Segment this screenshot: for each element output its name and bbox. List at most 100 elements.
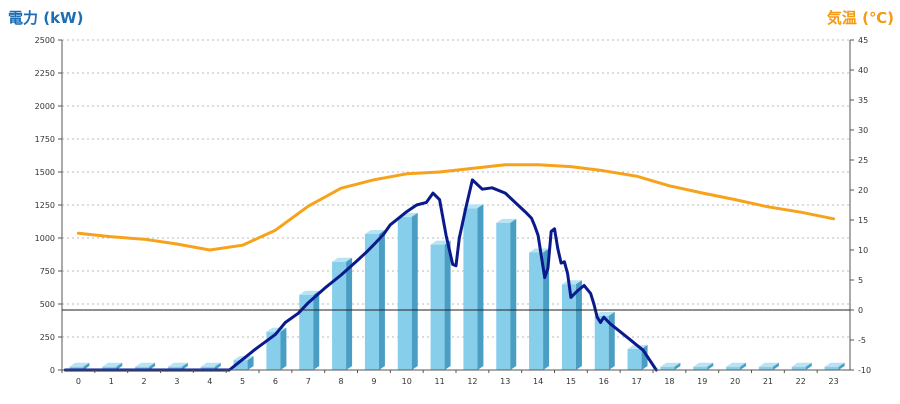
- bar-side: [411, 212, 418, 370]
- bar-top: [69, 362, 90, 367]
- bar-side: [510, 218, 517, 370]
- grid-layer: [62, 39, 850, 338]
- power-bar: [233, 356, 254, 370]
- bar-top: [135, 362, 156, 367]
- bar-top: [824, 362, 845, 367]
- power-bar: [726, 362, 747, 370]
- power-bar: [463, 204, 484, 370]
- power-bar: [299, 290, 320, 370]
- y-right-tick-label: 10: [858, 246, 868, 255]
- x-tick-label: 20: [730, 377, 740, 386]
- y-right-tick-label: -5: [858, 336, 866, 345]
- x-tick-label: 19: [697, 377, 707, 386]
- x-tick-label: 22: [796, 377, 806, 386]
- y-left-tick-label: 2250: [35, 69, 55, 78]
- power-bars: [69, 204, 845, 370]
- bar-top: [299, 290, 320, 295]
- y-right-tick-label: 45: [858, 36, 868, 45]
- bar-side: [772, 362, 779, 370]
- x-tick-label: 11: [434, 377, 444, 386]
- x-tick-label: 9: [371, 377, 376, 386]
- bar-side: [674, 362, 681, 370]
- y-right-tick-label: 30: [858, 126, 868, 135]
- bar-top: [167, 362, 188, 367]
- bar-top: [102, 362, 123, 367]
- power-bar: [69, 362, 90, 370]
- power-bar: [693, 362, 714, 370]
- y-left-tick-label: 1750: [35, 135, 55, 144]
- bar-front: [299, 294, 314, 370]
- y-right-tick-label: 15: [858, 216, 868, 225]
- bar-side: [214, 362, 221, 370]
- x-tick-label: 3: [174, 377, 179, 386]
- x-tick-label: 5: [240, 377, 245, 386]
- power-bar: [496, 218, 517, 370]
- bar-front: [430, 244, 445, 370]
- power-bar: [397, 212, 418, 370]
- y-right-tick-label: 20: [858, 186, 868, 195]
- x-tick-label: 8: [339, 377, 344, 386]
- bar-front: [200, 366, 215, 370]
- y-left-tick-label: 1250: [35, 201, 55, 210]
- bar-front: [660, 366, 675, 370]
- x-tick-label: 14: [533, 377, 543, 386]
- power-bar: [627, 344, 648, 370]
- y-left-tick-label: 750: [40, 267, 55, 276]
- x-tick-label: 6: [273, 377, 278, 386]
- axes-layer: 02505007501000125015001750200022502500-1…: [35, 36, 871, 386]
- bar-front: [726, 366, 741, 370]
- bar-front: [167, 366, 182, 370]
- bar-front: [135, 366, 150, 370]
- power-bar: [364, 230, 385, 370]
- y-left-tick-label: 250: [40, 333, 55, 342]
- bar-side: [805, 362, 812, 370]
- y-left-tick-label: 2000: [35, 102, 55, 111]
- y-left-tick-label: 1500: [35, 168, 55, 177]
- bar-front: [561, 284, 576, 370]
- bar-front: [332, 261, 347, 370]
- x-tick-label: 10: [402, 377, 412, 386]
- power-bar: [200, 362, 221, 370]
- x-tick-label: 13: [500, 377, 510, 386]
- bar-side: [116, 362, 123, 370]
- power-line: [63, 178, 658, 372]
- bar-front: [791, 366, 806, 370]
- bar-top: [726, 362, 747, 367]
- power-bar: [167, 362, 188, 370]
- power-bar: [102, 362, 123, 370]
- bar-side: [149, 362, 156, 370]
- y-axis-right-label: 気温 (℃): [826, 9, 894, 27]
- y-left-tick-label: 2500: [35, 36, 55, 45]
- y-left-tick-label: 500: [40, 300, 55, 309]
- power-bar: [824, 362, 845, 370]
- x-tick-label: 17: [631, 377, 641, 386]
- bar-top: [496, 218, 517, 223]
- bar-front: [824, 366, 839, 370]
- bar-side: [740, 362, 747, 370]
- bar-top: [758, 362, 779, 367]
- bar-front: [594, 315, 609, 370]
- bar-top: [594, 311, 615, 316]
- bar-front: [69, 366, 84, 370]
- y-right-tick-label: -10: [858, 366, 871, 375]
- bar-front: [496, 222, 511, 370]
- bar-front: [463, 208, 478, 370]
- bar-top: [791, 362, 812, 367]
- bar-front: [102, 366, 117, 370]
- power-bar: [332, 257, 353, 370]
- x-tick-label: 23: [828, 377, 838, 386]
- x-tick-label: 18: [664, 377, 674, 386]
- bar-side: [477, 204, 484, 370]
- power-bar: [529, 248, 550, 370]
- bar-side: [608, 311, 615, 370]
- bar-side: [247, 356, 254, 370]
- line-series-layer: [63, 163, 836, 372]
- x-tick-label: 12: [467, 377, 477, 386]
- power-bar: [758, 362, 779, 370]
- y-right-tick-label: 35: [858, 96, 868, 105]
- bar-side: [575, 280, 582, 370]
- bar-top: [200, 362, 221, 367]
- bar-top: [463, 204, 484, 209]
